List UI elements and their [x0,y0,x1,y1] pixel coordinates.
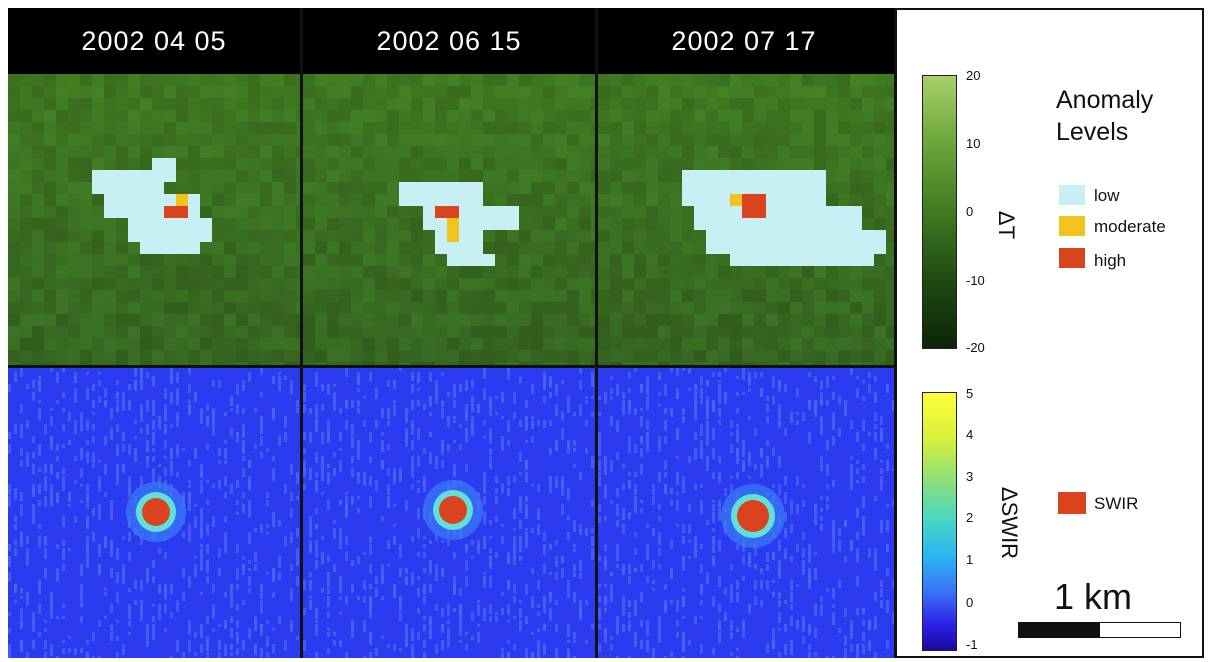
date-header [8,8,894,74]
thermal-raster [598,74,894,365]
panel-divider [300,8,303,658]
swir-tick: -1 [966,637,978,652]
date-label-3: 2002 07 17 [671,26,817,56]
legend-swatch-swir [1058,492,1086,514]
thermal-panel-3 [598,74,894,365]
legend-swatch-moderate [1059,216,1085,236]
thermal-tick: 20 [966,68,981,83]
swir-panel-1 [8,368,300,658]
thermal-tick: -10 [966,273,985,288]
thermal-tick: -20 [966,340,985,355]
thermal-tick: 0 [966,204,974,219]
swir-tick: 2 [966,510,974,525]
swir-tick: 1 [966,552,974,567]
swir-colorbar [922,392,957,651]
swir-panel-3 [598,368,894,658]
legend-title-line2: Levels [1056,118,1129,146]
date-label-1: 2002 04 05 [81,26,227,56]
thermal-raster [8,74,300,365]
swir-tick: 3 [966,469,974,484]
swir-raster [303,368,595,658]
swir-tick: 0 [966,595,974,610]
legend-label-moderate: moderate [1094,217,1166,236]
legend-label-low: low [1094,186,1120,205]
legend-title-line1: Anomaly [1056,86,1154,114]
swir-raster [8,368,300,658]
scale-bar-dark [1018,622,1100,638]
swir-axis-label: ΔSWIR [997,486,1023,560]
legend-label-swir: SWIR [1094,494,1139,513]
panel-divider [595,8,598,658]
legend-label-high: high [1094,251,1127,270]
thermal-raster [303,74,595,365]
row-divider [8,365,894,368]
swir-tick: 5 [966,386,974,401]
legend-swatch-high [1059,248,1085,268]
legend-area: 20 10 0 -10 -20 ΔT Anomaly Levels low mo… [896,10,1202,656]
scale-label: 1 km [1054,576,1133,617]
panel-divider [894,8,897,658]
swir-panel-2 [303,368,595,658]
scale-bar-light [1099,622,1181,638]
swir-raster [598,368,894,658]
legend-swatch-low [1059,185,1085,205]
thermal-colorbar [922,75,957,349]
date-label-2: 2002 06 15 [376,26,522,56]
thermal-panel-1 [8,74,300,365]
thermal-tick: 10 [966,136,981,151]
thermal-axis-label: ΔT [994,210,1020,240]
thermal-panel-2 [303,74,595,365]
swir-tick: 4 [966,427,974,442]
